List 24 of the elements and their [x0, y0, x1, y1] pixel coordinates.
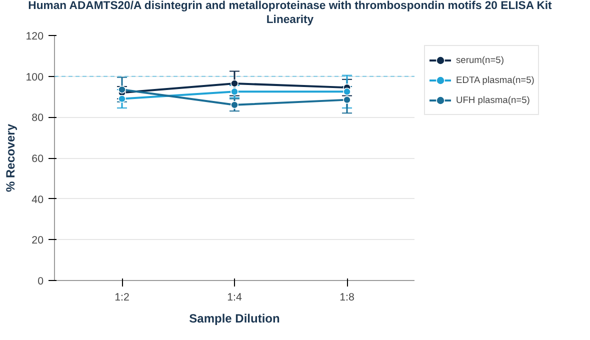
point — [230, 80, 238, 88]
legend-label: UFH plasma(n=5) — [456, 95, 530, 106]
x-tick-label: 1:4 — [227, 292, 242, 304]
y-tick-label: 80 — [32, 112, 44, 124]
y-tick-label: 40 — [32, 194, 44, 206]
y-tick-label: 60 — [32, 153, 44, 166]
y-tick-label: 100 — [26, 72, 44, 84]
point — [230, 101, 238, 109]
legend-label: EDTA plasma(n=5) — [456, 75, 534, 86]
legend-label: serum(n=5) — [456, 55, 504, 66]
chart-title: Human ADAMTS20/A disintegrin and metalloproteinase with thrombospondin motifs 20 ELISA Kit — [28, 0, 552, 14]
x-tick-label: 1:8 — [340, 292, 354, 304]
y-tick-label: 20 — [32, 234, 44, 247]
y-tick-label: 120 — [26, 30, 44, 43]
point — [343, 96, 351, 104]
x-axis-title: Sample Dilution — [189, 312, 280, 326]
point — [343, 88, 351, 96]
point — [118, 95, 126, 103]
point — [118, 86, 126, 94]
chart-subtitle: Linearity — [266, 14, 314, 28]
point — [230, 88, 238, 96]
y-tick-label: 0 — [38, 276, 44, 288]
y-axis-title: % Recovery — [4, 124, 18, 192]
x-tick-label: 1:2 — [114, 292, 130, 304]
